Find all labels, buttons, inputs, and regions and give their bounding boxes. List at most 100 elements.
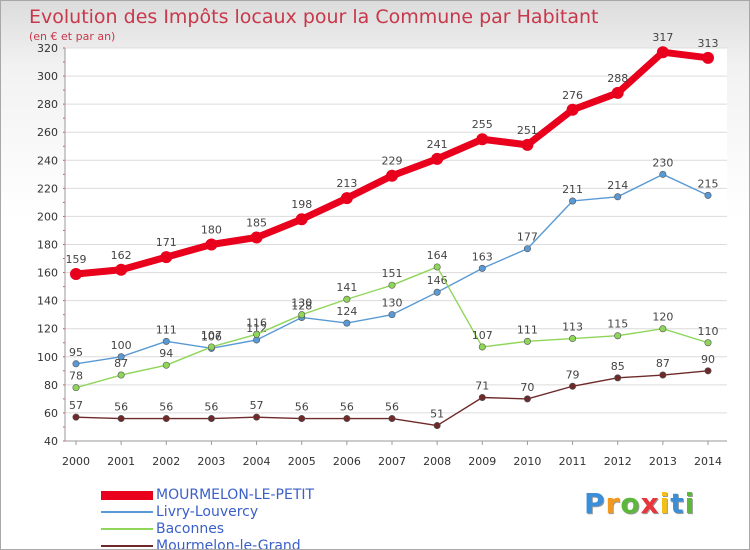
data-point — [205, 238, 218, 251]
data-point — [72, 360, 80, 368]
data-label: 215 — [698, 177, 719, 190]
data-point — [433, 422, 441, 430]
data-point — [656, 46, 669, 59]
data-point — [72, 413, 80, 421]
x-tick-label: 2007 — [378, 455, 406, 468]
data-point — [388, 415, 396, 423]
data-label: 162 — [111, 249, 132, 262]
x-tick-label: 2006 — [333, 455, 361, 468]
x-tick-label: 2010 — [513, 455, 541, 468]
y-minor-tick — [63, 47, 65, 49]
data-point — [250, 231, 263, 244]
data-label: 177 — [517, 231, 538, 244]
data-point — [478, 264, 486, 272]
data-label: 100 — [111, 339, 132, 352]
data-point — [521, 138, 534, 151]
data-label: 111 — [517, 323, 538, 336]
y-minor-tick — [63, 103, 65, 105]
y-minor-tick — [63, 201, 65, 203]
legend-swatch — [101, 528, 153, 530]
data-label: 151 — [382, 267, 403, 280]
data-point — [298, 311, 306, 319]
data-point — [295, 213, 308, 226]
data-point — [614, 374, 622, 382]
data-point — [614, 193, 622, 201]
data-label: 71 — [475, 379, 489, 392]
data-label: 106 — [201, 330, 222, 343]
data-label: 288 — [607, 72, 628, 85]
data-label: 87 — [114, 357, 128, 370]
y-tick-label: 40 — [44, 435, 58, 448]
data-label: 56 — [114, 401, 128, 414]
y-minor-tick — [63, 75, 65, 77]
proxiti-logo: Proxiti — [584, 487, 695, 520]
data-label: 180 — [201, 224, 222, 237]
data-point — [340, 192, 353, 205]
data-label: 229 — [382, 155, 403, 168]
data-point — [253, 413, 261, 421]
data-label: 313 — [698, 37, 719, 50]
data-point — [614, 332, 622, 340]
y-tick-label: 80 — [44, 379, 58, 392]
x-tick-label: 2004 — [243, 455, 271, 468]
y-minor-tick — [63, 328, 65, 330]
data-label: 87 — [656, 357, 670, 370]
data-label: 70 — [520, 381, 534, 394]
logo-letter: x — [640, 487, 660, 520]
data-label: 107 — [472, 329, 493, 342]
data-label: 56 — [340, 401, 354, 414]
y-tick-label: 280 — [37, 98, 58, 111]
data-label: 56 — [295, 401, 309, 414]
data-label: 251 — [517, 124, 538, 137]
y-tick-label: 60 — [44, 407, 58, 420]
logo-letter: i — [659, 487, 671, 520]
data-label: 241 — [427, 138, 448, 151]
y-tick-label: 140 — [37, 295, 58, 308]
data-label: 128 — [291, 299, 312, 312]
data-point — [386, 169, 398, 182]
y-minor-tick — [63, 384, 65, 386]
data-point — [388, 311, 396, 319]
x-tick-label: 2008 — [423, 455, 451, 468]
x-tick-label: 2002 — [152, 455, 180, 468]
data-point — [117, 415, 125, 423]
logo-letter: t — [670, 487, 685, 520]
y-minor-tick — [63, 370, 65, 372]
data-label: 78 — [69, 370, 83, 383]
data-point — [523, 337, 531, 345]
data-label: 141 — [336, 281, 357, 294]
y-tick-label: 200 — [37, 210, 58, 223]
x-tick-label: 2009 — [468, 455, 496, 468]
y-tick-label: 160 — [37, 267, 58, 280]
data-point — [207, 343, 215, 351]
data-label: 124 — [336, 305, 357, 318]
data-point — [388, 281, 396, 289]
y-minor-tick — [63, 314, 65, 316]
y-minor-tick — [63, 412, 65, 414]
legend-label: Mourmelon-le-Grand — [156, 538, 301, 550]
data-point — [343, 415, 351, 423]
data-label: 79 — [566, 368, 580, 381]
data-label: 120 — [652, 311, 673, 324]
y-minor-tick — [63, 426, 65, 428]
data-label: 214 — [607, 179, 628, 192]
y-minor-tick — [63, 272, 65, 274]
data-label: 115 — [607, 318, 628, 331]
data-point — [569, 335, 577, 343]
x-tick-label: 2014 — [694, 455, 722, 468]
data-label: 159 — [66, 253, 87, 266]
x-tick-label: 2000 — [62, 455, 90, 468]
x-tick-label: 2001 — [107, 455, 135, 468]
data-point — [343, 295, 351, 303]
data-point — [702, 51, 714, 64]
data-point — [704, 191, 712, 199]
data-point — [704, 339, 712, 347]
data-point — [659, 371, 667, 379]
data-label: 57 — [250, 399, 264, 412]
data-label: 90 — [701, 353, 715, 366]
data-label: 130 — [382, 297, 403, 310]
legend-label: MOURMELON-LE-PETIT — [156, 487, 315, 503]
logo-letter: P — [584, 487, 606, 520]
y-tick-label: 300 — [37, 70, 58, 83]
